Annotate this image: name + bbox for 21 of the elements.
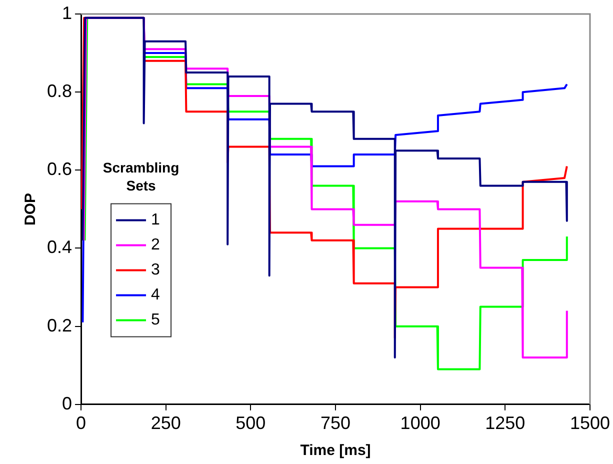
x-tick-label: 0 xyxy=(76,413,86,434)
x-tick-label: 1000 xyxy=(400,413,440,434)
x-tick-label: 1250 xyxy=(485,413,526,434)
x-tick-label: 750 xyxy=(320,413,351,434)
x-tick-label: 500 xyxy=(236,413,266,434)
y-tick-label: 0.6 xyxy=(46,159,72,180)
x-tick-label: 250 xyxy=(150,413,181,434)
x-tick-label: 1500 xyxy=(570,413,610,434)
x-axis-title: Time [ms] xyxy=(300,442,371,460)
legend-label: 1 xyxy=(151,212,160,229)
y-tick-label: 1 xyxy=(62,2,72,23)
legend-label: 2 xyxy=(151,236,160,254)
y-axis-title: DOP xyxy=(22,192,40,226)
legend-label: 3 xyxy=(151,262,160,279)
legend-label: 5 xyxy=(151,312,160,329)
y-tick-label: 0.2 xyxy=(46,315,72,336)
legend-title: Scrambling Sets xyxy=(102,160,180,194)
y-tick-label: 0.8 xyxy=(46,81,72,102)
legend-label: 4 xyxy=(151,286,160,304)
y-tick-label: 0.4 xyxy=(46,237,72,258)
y-tick-label: 0 xyxy=(62,393,72,414)
